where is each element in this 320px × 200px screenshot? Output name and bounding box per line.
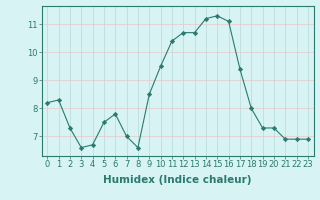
X-axis label: Humidex (Indice chaleur): Humidex (Indice chaleur) [103, 175, 252, 185]
